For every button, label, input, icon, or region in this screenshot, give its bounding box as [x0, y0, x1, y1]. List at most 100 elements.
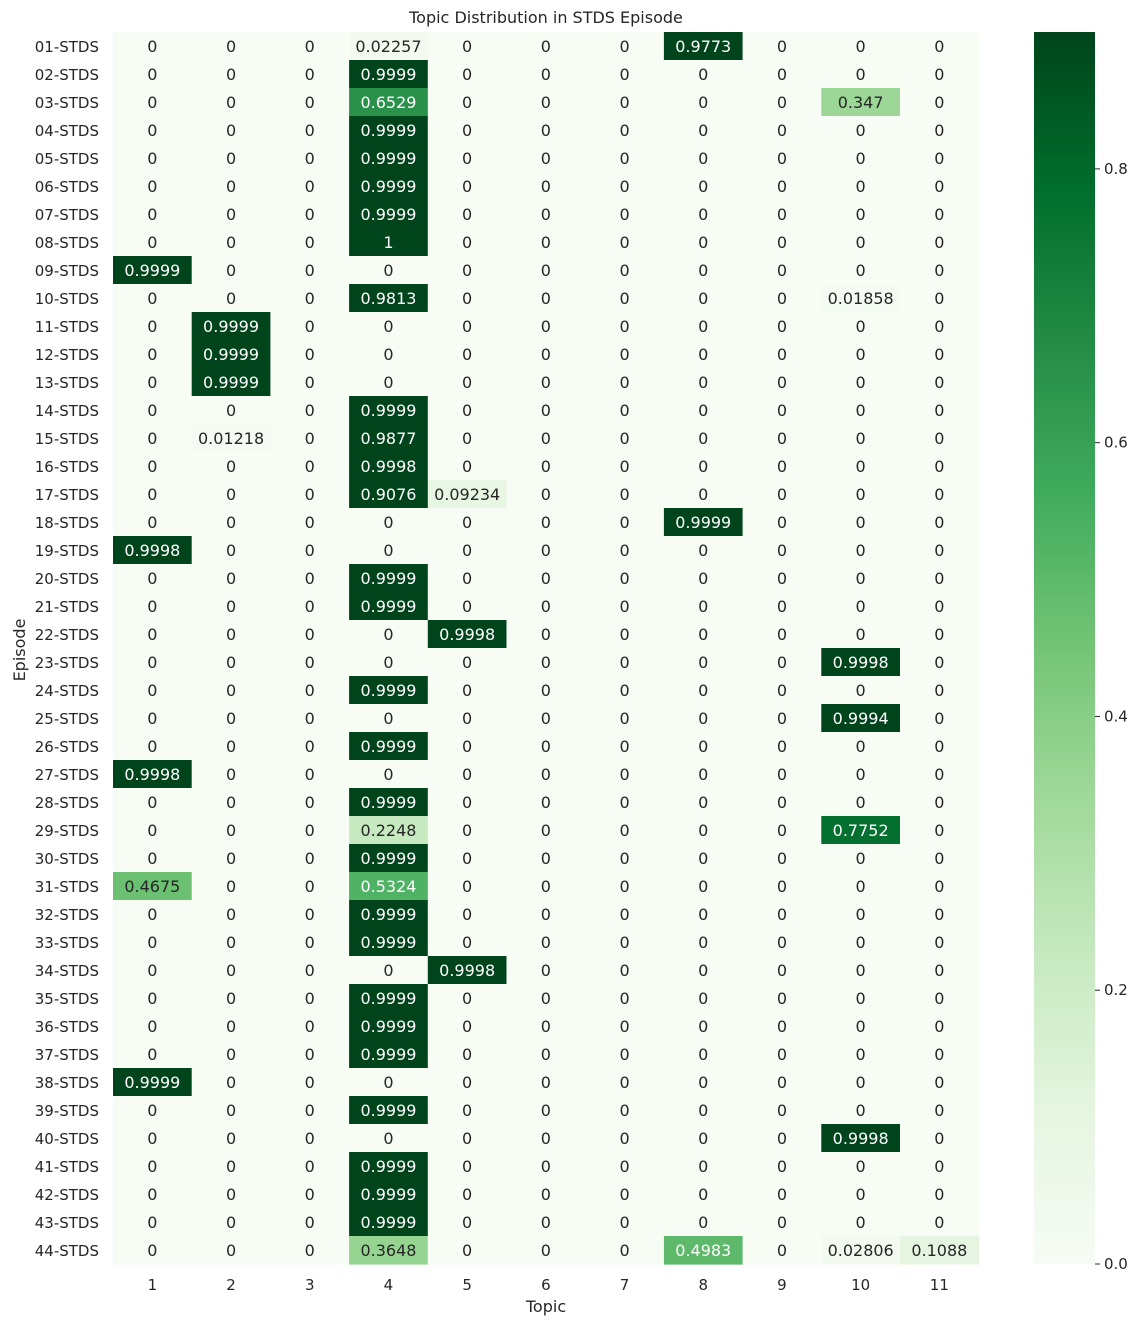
- heatmap-cell: [663, 144, 744, 173]
- cell-value-label: 0.9999: [360, 905, 416, 924]
- cell-value-label: 0.9999: [360, 401, 416, 420]
- heatmap-cell: [427, 620, 508, 649]
- heatmap-cell: [506, 844, 586, 873]
- heatmap-cell: [113, 732, 193, 761]
- cell-value-label: 0: [147, 905, 157, 924]
- cell-value-label: 0: [462, 737, 472, 756]
- heatmap-cell: [113, 1040, 193, 1069]
- cell-value-label: 0: [698, 905, 708, 924]
- cell-value-label: 0: [541, 65, 551, 84]
- y-tick-label: 35-STDS: [35, 990, 99, 1008]
- heatmap-cell: [900, 984, 980, 1013]
- cell-value-label: 0: [305, 485, 315, 504]
- heatmap-cell: [427, 172, 508, 201]
- heatmap-cell: [742, 1124, 822, 1153]
- cell-value-label: 0: [226, 1045, 236, 1064]
- heatmap-cell: [585, 256, 665, 285]
- cell-value-label: 0: [934, 1101, 944, 1120]
- cell-value-label: 0: [226, 541, 236, 560]
- heatmap-cell: [349, 284, 429, 313]
- cell-value-label: 0: [305, 905, 315, 924]
- cell-value-label: 0: [383, 373, 393, 392]
- cell-value-label: 0: [305, 177, 315, 196]
- heatmap-cell: [585, 1096, 665, 1125]
- cell-value-label: 0: [541, 1241, 551, 1260]
- cell-value-label: 0: [856, 625, 866, 644]
- cell-value-label: 0: [147, 37, 157, 56]
- cell-value-label: 0: [856, 681, 866, 700]
- cell-value-label: 0.9998: [124, 541, 180, 560]
- y-tick-label: 07-STDS: [35, 206, 99, 224]
- y-tick-label: 42-STDS: [35, 1186, 99, 1204]
- cell-value-label: 0: [226, 289, 236, 308]
- cell-value-label: 0: [934, 373, 944, 392]
- heatmap-cell: [900, 508, 980, 537]
- cell-value-label: 0: [226, 681, 236, 700]
- heatmap-cell: [585, 956, 665, 985]
- heatmap-cell: [506, 340, 586, 369]
- cell-value-label: 0: [541, 625, 551, 644]
- heatmap-cell: [427, 1208, 508, 1237]
- cell-value-label: 0: [541, 485, 551, 504]
- heatmap-cell: [742, 1208, 822, 1237]
- heatmap-cell: [663, 732, 744, 761]
- cell-value-label: 0: [698, 65, 708, 84]
- cell-value-label: 0: [698, 989, 708, 1008]
- cell-value-label: 0: [619, 793, 629, 812]
- cell-value-label: 0: [147, 933, 157, 952]
- heatmap-cell: [191, 564, 271, 593]
- heatmap-cell: [113, 704, 193, 733]
- heatmap-cell: [349, 60, 429, 89]
- cell-value-label: 0: [305, 457, 315, 476]
- cell-value-label: 0: [856, 513, 866, 532]
- cell-value-label: 0: [541, 541, 551, 560]
- cell-value-label: 0: [541, 289, 551, 308]
- cell-value-label: 0: [777, 821, 787, 840]
- cell-value-label: 0: [856, 485, 866, 504]
- cell-value-label: 0: [934, 765, 944, 784]
- y-tick-label: 37-STDS: [35, 1046, 99, 1064]
- heatmap-cell: [191, 732, 271, 761]
- heatmap-cell: [900, 1180, 980, 1209]
- heatmap-cell: [821, 228, 901, 257]
- heatmap-cell: [585, 760, 665, 789]
- x-tick-labels: 1 2 3 4 5 6 7 8 9 10 11: [148, 1276, 949, 1294]
- heatmap-cell: [821, 32, 901, 61]
- heatmap-cell: [270, 312, 350, 341]
- cell-value-label: 0: [541, 261, 551, 280]
- y-tick-label: 32-STDS: [35, 906, 99, 924]
- heatmap-cell: [585, 312, 665, 341]
- heatmap-cell: [427, 340, 508, 369]
- heatmap-cell: [742, 536, 822, 565]
- heatmap-cell: [427, 228, 508, 257]
- heatmap-cell: [270, 844, 350, 873]
- cell-value-label: 0: [934, 961, 944, 980]
- heatmap-cell: [900, 592, 980, 621]
- y-tick-label: 36-STDS: [35, 1018, 99, 1036]
- y-tick-label: 43-STDS: [35, 1214, 99, 1232]
- heatmap-cell: [506, 284, 586, 313]
- heatmap-cell: [113, 284, 193, 313]
- heatmap-cell: [506, 1236, 586, 1265]
- cell-value-label: 0: [226, 37, 236, 56]
- heatmap-cell: [427, 564, 508, 593]
- heatmap-cell: [191, 676, 271, 705]
- heatmap-cell: [113, 1236, 193, 1265]
- heatmap-cell: [742, 872, 822, 901]
- cell-value-label: 0: [462, 177, 472, 196]
- cell-value-label: 0: [226, 513, 236, 532]
- cell-value-label: 0: [541, 37, 551, 56]
- cell-value-label: 0.9773: [675, 37, 731, 56]
- cell-value-label: 0: [619, 681, 629, 700]
- y-tick-label: 24-STDS: [35, 682, 99, 700]
- heatmap-cell: [585, 228, 665, 257]
- cell-value-label: 0: [226, 597, 236, 616]
- y-tick-label: 27-STDS: [35, 766, 99, 784]
- heatmap-cell: [349, 508, 429, 537]
- heatmap-cell: [742, 1012, 822, 1041]
- heatmap-cell: [663, 1040, 744, 1069]
- cell-value-label: 0: [934, 1073, 944, 1092]
- heatmap-cell: [349, 564, 429, 593]
- cell-value-label: 0: [541, 709, 551, 728]
- heatmap-cell: [349, 732, 429, 761]
